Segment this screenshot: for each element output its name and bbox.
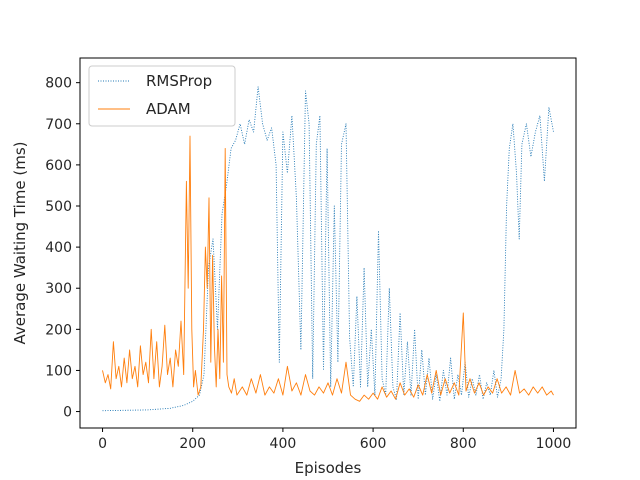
y-axis-label: Average Waiting Time (ms) — [11, 141, 29, 344]
x-tick-label: 1000 — [536, 436, 572, 452]
legend: RMSProp ADAM — [88, 65, 236, 127]
y-tick-label: 500 — [45, 199, 72, 215]
y-tick-label: 600 — [45, 158, 72, 174]
series-line-rmsprop — [102, 86, 554, 412]
x-axis-label: Episodes — [295, 459, 362, 477]
x-tick-label: 600 — [360, 436, 387, 452]
y-tick-label: 800 — [45, 76, 72, 92]
legend-label-rmsprop: RMSProp — [146, 72, 212, 90]
series-layer — [102, 86, 554, 412]
y-tick-label: 300 — [45, 281, 72, 297]
y-tick-label: 200 — [45, 322, 72, 338]
legend-label-adam: ADAM — [146, 100, 191, 118]
x-tick-label: 400 — [270, 436, 297, 452]
series-line-adam — [102, 135, 554, 402]
y-tick-label: 0 — [63, 405, 72, 421]
y-tick-label: 400 — [45, 240, 72, 256]
x-tick-label: 800 — [450, 436, 477, 452]
x-tick-label: 200 — [179, 436, 206, 452]
x-tick-label: 0 — [98, 436, 107, 452]
x-axis: 0 200 400 600 800 1000 — [98, 428, 571, 452]
y-axis: 0 100 200 300 400 500 600 700 800 — [45, 76, 80, 421]
plot-frame — [79, 57, 577, 429]
y-tick-label: 100 — [45, 363, 72, 379]
y-tick-label: 700 — [45, 117, 72, 133]
